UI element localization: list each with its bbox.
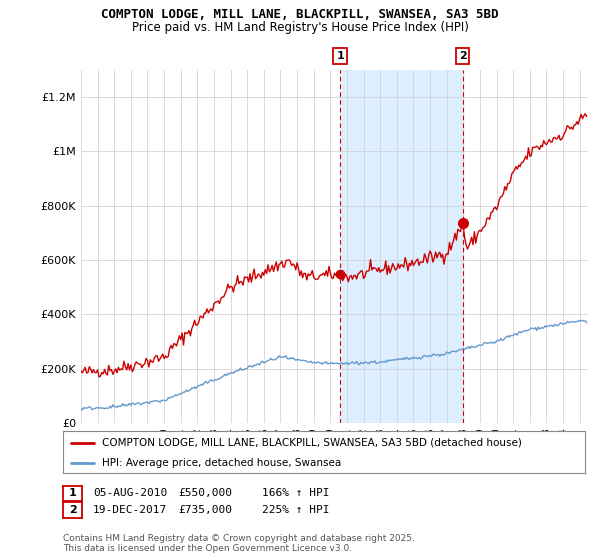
Text: 19-DEC-2017: 19-DEC-2017	[93, 505, 167, 515]
Text: COMPTON LODGE, MILL LANE, BLACKPILL, SWANSEA, SA3 5BD (detached house): COMPTON LODGE, MILL LANE, BLACKPILL, SWA…	[102, 438, 522, 448]
Text: 2: 2	[69, 505, 76, 515]
Text: 2: 2	[459, 51, 467, 61]
Text: HPI: Average price, detached house, Swansea: HPI: Average price, detached house, Swan…	[102, 458, 341, 468]
Text: 1: 1	[69, 488, 76, 498]
Text: 05-AUG-2010: 05-AUG-2010	[93, 488, 167, 498]
Text: 166% ↑ HPI: 166% ↑ HPI	[262, 488, 330, 498]
Text: £735,000: £735,000	[178, 505, 232, 515]
Text: 225% ↑ HPI: 225% ↑ HPI	[262, 505, 330, 515]
Text: Price paid vs. HM Land Registry's House Price Index (HPI): Price paid vs. HM Land Registry's House …	[131, 21, 469, 34]
Bar	[340, 70, 463, 423]
Text: Contains HM Land Registry data © Crown copyright and database right 2025.
This d: Contains HM Land Registry data © Crown c…	[63, 534, 415, 553]
Text: 1: 1	[336, 51, 344, 61]
Text: COMPTON LODGE, MILL LANE, BLACKPILL, SWANSEA, SA3 5BD: COMPTON LODGE, MILL LANE, BLACKPILL, SWA…	[101, 8, 499, 21]
Text: £550,000: £550,000	[178, 488, 232, 498]
